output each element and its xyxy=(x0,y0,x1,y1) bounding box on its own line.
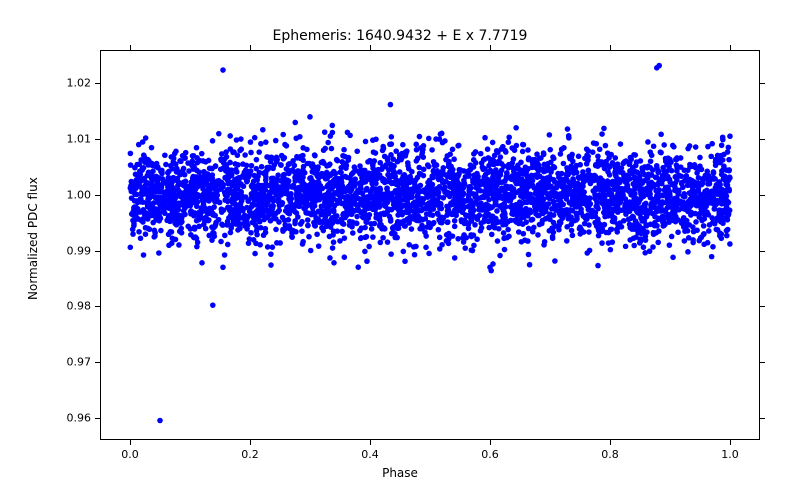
x-tick-label: 0.0 xyxy=(121,448,139,461)
x-tick-label: 1.0 xyxy=(721,448,739,461)
y-tick-label: 1.02 xyxy=(55,77,91,90)
y-tick-label: 0.96 xyxy=(55,411,91,424)
y-tick-label: 0.97 xyxy=(55,356,91,369)
x-tick xyxy=(250,45,251,50)
x-tick-label: 0.6 xyxy=(481,448,499,461)
y-axis-label: Normalized PDC flux xyxy=(26,177,40,300)
x-tick xyxy=(370,440,371,445)
y-tick xyxy=(760,306,765,307)
y-tick-label: 0.98 xyxy=(55,300,91,313)
x-tick xyxy=(130,45,131,50)
x-tick xyxy=(610,440,611,445)
x-tick xyxy=(250,440,251,445)
y-tick xyxy=(95,195,100,196)
y-tick xyxy=(95,418,100,419)
y-tick xyxy=(760,139,765,140)
y-tick xyxy=(95,362,100,363)
y-tick-label: 1.00 xyxy=(55,188,91,201)
scatter-points xyxy=(0,0,800,500)
x-tick xyxy=(490,440,491,445)
y-tick xyxy=(760,195,765,196)
y-tick xyxy=(760,83,765,84)
x-tick xyxy=(730,440,731,445)
x-tick xyxy=(490,45,491,50)
figure: Ephemeris: 1640.9432 + E x 7.7719 Normal… xyxy=(0,0,800,500)
x-tick xyxy=(130,440,131,445)
x-tick xyxy=(730,45,731,50)
y-tick xyxy=(95,139,100,140)
x-tick-label: 0.4 xyxy=(361,448,379,461)
y-tick xyxy=(760,362,765,363)
y-tick-label: 1.01 xyxy=(55,133,91,146)
y-tick xyxy=(760,251,765,252)
y-tick xyxy=(95,251,100,252)
y-tick xyxy=(95,83,100,84)
x-tick xyxy=(610,45,611,50)
y-tick xyxy=(95,306,100,307)
x-tick-label: 0.8 xyxy=(601,448,619,461)
x-tick xyxy=(370,45,371,50)
x-axis-label: Phase xyxy=(0,466,800,480)
y-tick-label: 0.99 xyxy=(55,244,91,257)
y-tick xyxy=(760,418,765,419)
x-tick-label: 0.2 xyxy=(241,448,259,461)
